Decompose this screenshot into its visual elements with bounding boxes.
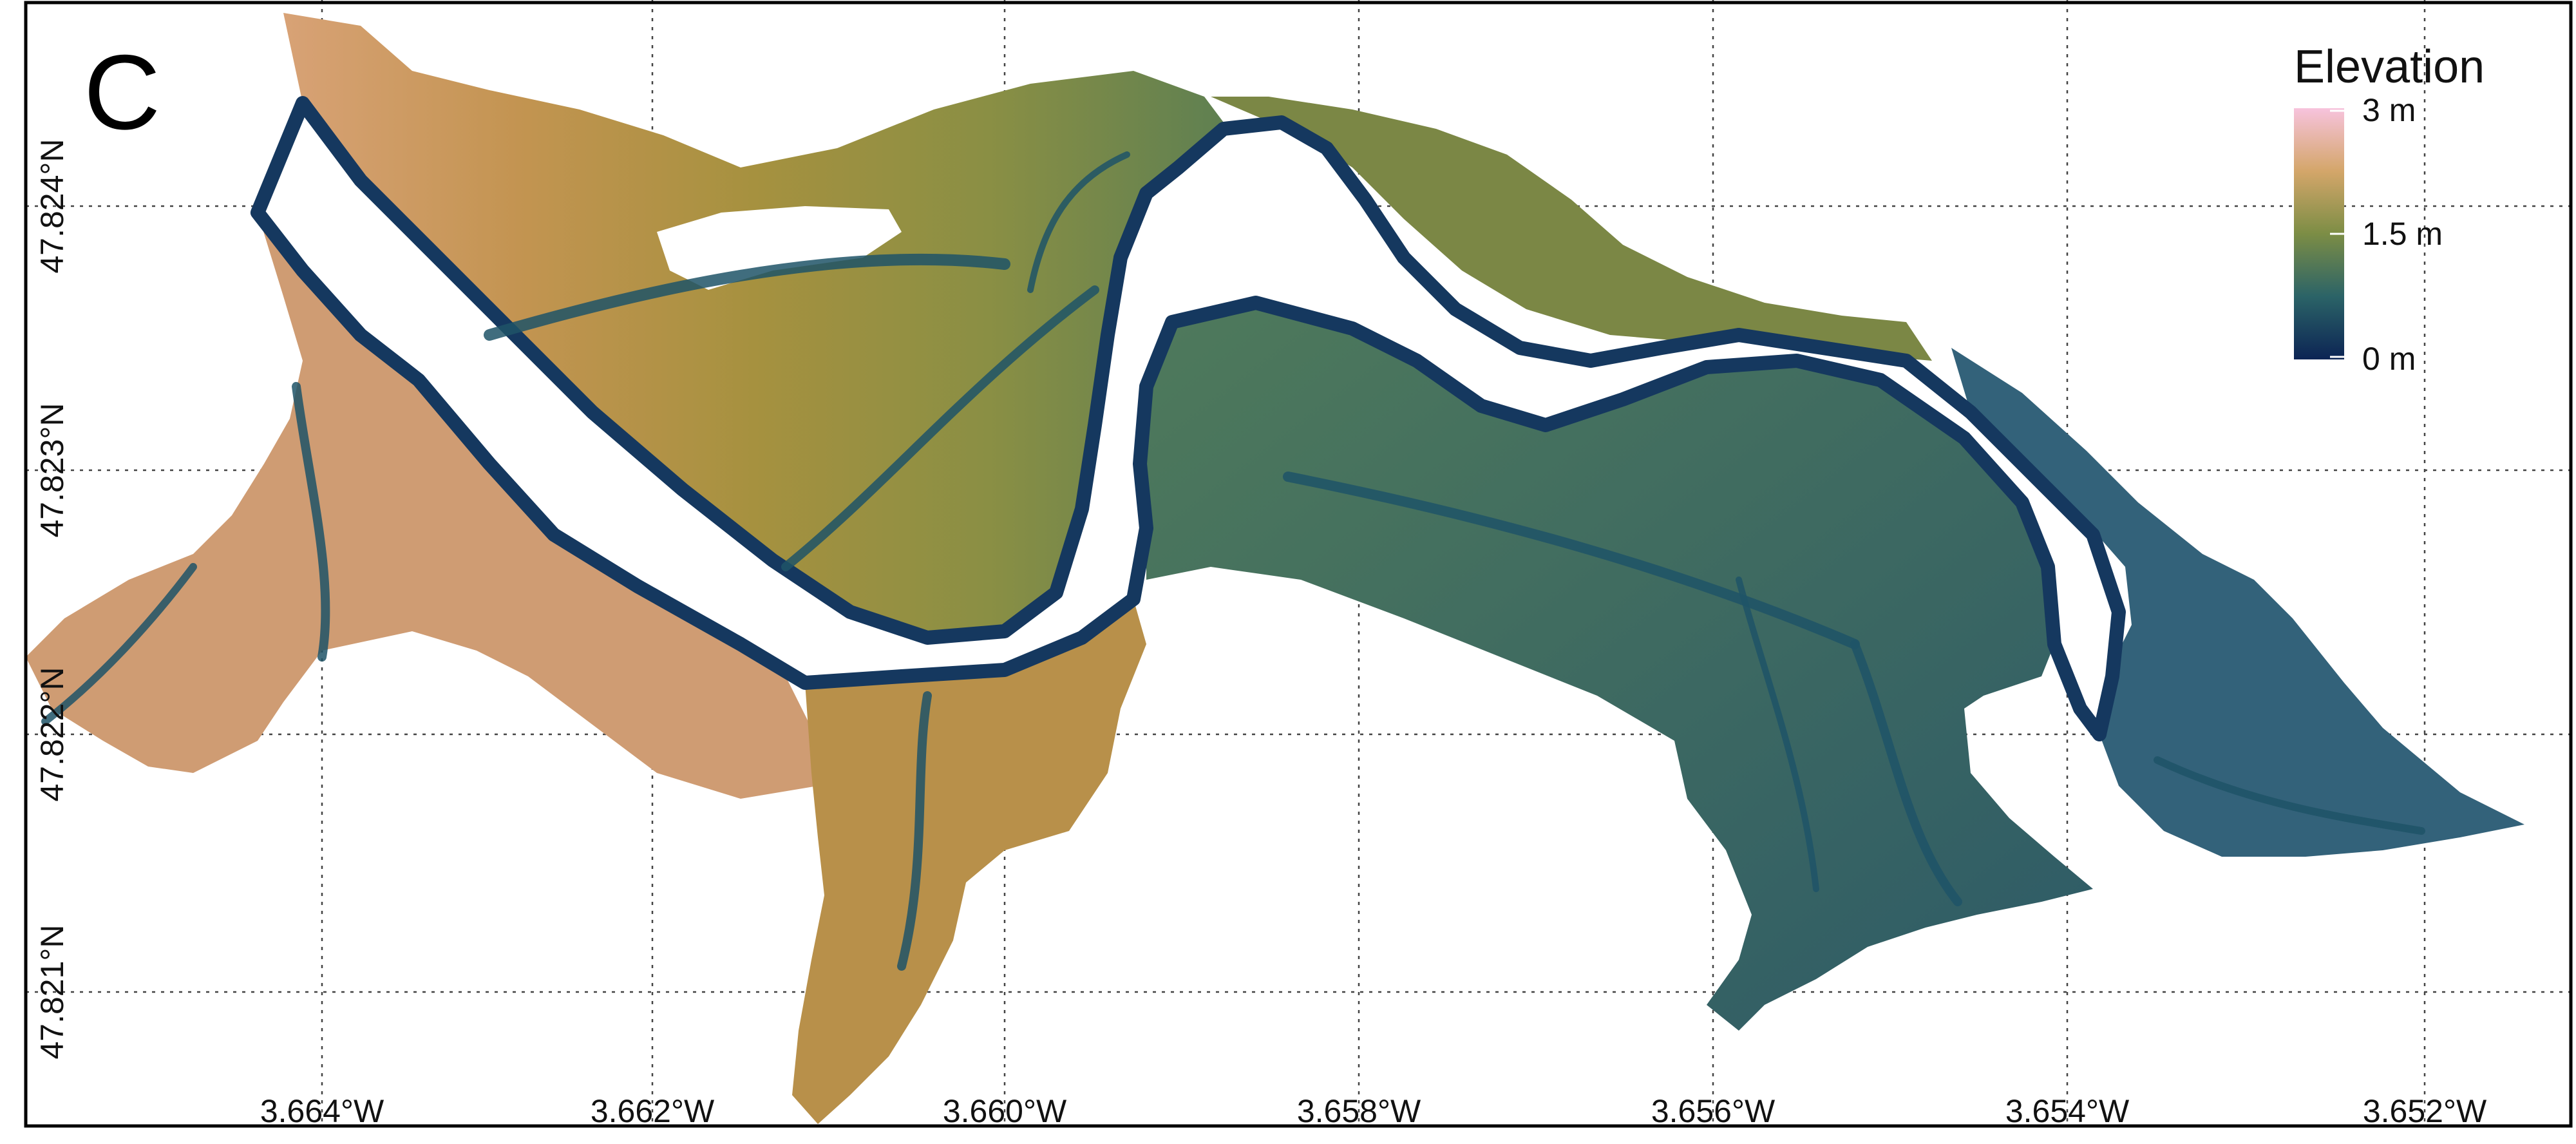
tidal-channel (251, 96, 2126, 741)
map-frame (24, 1, 2573, 1128)
legend-tick-label-bottom: 0 m (2362, 341, 2416, 377)
gully-north-branch (781, 285, 1099, 571)
lat-label: 47.824°N (34, 138, 70, 273)
lat-label: 47.821°N (34, 924, 70, 1059)
lon-label: 3.660°W (943, 1093, 1067, 1129)
lon-label: 3.662°W (591, 1093, 715, 1129)
gully-west-lower (41, 563, 197, 725)
lat-label: 47.823°N (34, 403, 70, 537)
marsh-far-east-lobe (1951, 348, 2524, 857)
gully-west (292, 382, 330, 662)
gully-central (897, 691, 932, 971)
marsh-northwest-lobe (283, 13, 1224, 638)
latitude-axis: 47.824°N 47.823°N 47.822°N 47.821°N (34, 138, 70, 1059)
drainage-network (41, 151, 2425, 971)
gully-east-main (1283, 472, 1860, 649)
marsh-west-lobe (26, 213, 818, 799)
marsh-eastern-lobe (1140, 303, 2093, 1031)
legend-title: Elevation (2294, 41, 2485, 93)
marsh-central-lobe (792, 599, 1146, 1124)
lat-label: 47.822°N (34, 667, 70, 801)
lon-label: 3.652°W (2363, 1093, 2487, 1129)
lon-label: 3.656°W (1651, 1093, 1776, 1129)
lon-label: 3.654°W (2005, 1093, 2130, 1129)
elevation-legend: Elevation 3 m 1.5 m 0 m (2294, 41, 2485, 377)
legend-tick-label-mid: 1.5 m (2362, 216, 2443, 252)
gully-east-branch (1736, 577, 1819, 892)
gully-north-main (484, 253, 1010, 341)
gully-north-spur (1027, 151, 1130, 293)
marsh-pond (657, 206, 902, 290)
marsh-northeast-strip (1211, 97, 1932, 361)
lon-label: 3.658°W (1297, 1093, 1421, 1129)
panel-label: C (84, 33, 160, 151)
lon-label: 3.664°W (260, 1093, 384, 1129)
longitude-axis: 3.664°W 3.662°W 3.660°W 3.658°W 3.656°W … (260, 1093, 2487, 1129)
gully-east-south (1850, 640, 1962, 906)
gully-far-east (2154, 756, 2425, 835)
legend-tick-label-top: 3 m (2362, 92, 2416, 128)
